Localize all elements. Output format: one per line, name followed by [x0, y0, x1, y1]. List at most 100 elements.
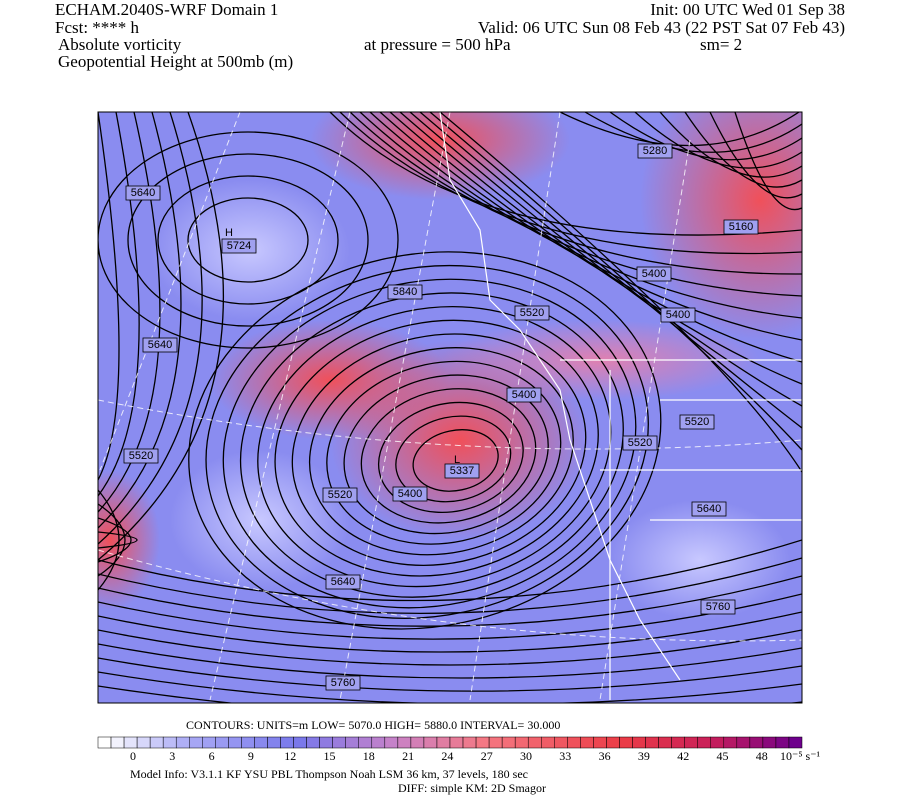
contour: [291, 333, 587, 567]
colorbar-swatch: [149, 736, 164, 749]
label-box: [325, 574, 361, 590]
contour: [98, 593, 802, 640]
colorbar-swatch: [436, 736, 451, 749]
colorbar-swatch: [215, 736, 229, 749]
colorbar-swatch: [228, 736, 242, 749]
colorbar-swatch: [449, 736, 464, 749]
forecast: Fcst: **** h: [55, 18, 140, 37]
contour: [98, 671, 802, 703]
label-box: [691, 501, 727, 517]
colorbar-swatch: [358, 736, 373, 749]
label-box: [444, 463, 480, 479]
model-info: Model Info: V3.1.1 KF YSU PBL Thompson N…: [130, 767, 528, 781]
colorbar-swatch: [541, 736, 555, 749]
contour: [308, 347, 574, 556]
contour: [98, 531, 138, 549]
colorbar-label: 48: [756, 749, 768, 763]
contour-label: 5640: [331, 576, 355, 588]
colorbar-swatch: [162, 736, 177, 749]
contour: [98, 112, 182, 529]
map-frame: [97, 111, 803, 704]
contour-label: 5400: [512, 389, 536, 401]
contour-label: 5520: [685, 416, 709, 428]
contour-label: 5640: [148, 339, 172, 351]
contour: [98, 517, 132, 563]
label-box: [506, 387, 542, 403]
colorbar-swatch: [645, 736, 659, 749]
colorbar-swatch: [397, 736, 412, 749]
contour: [326, 360, 562, 545]
colorbar-label: 24: [441, 749, 453, 763]
colorbar-swatch: [697, 736, 711, 749]
init: Init: 00 UTC Wed 01 Sep 38: [650, 0, 845, 19]
contour: [98, 575, 802, 627]
contour: [709, 112, 802, 199]
contour: [734, 112, 802, 211]
contour-label: 5760: [331, 677, 355, 689]
colorbar-swatch: [332, 736, 346, 749]
colorbar-label: 33: [559, 749, 571, 763]
colorbar-swatch: [788, 736, 803, 749]
colorbar: 0 3 6 9 12 15 18 21 24 27 30 33 36 39 42 45 48: [97, 736, 803, 763]
colorbar-swatch: [514, 736, 529, 749]
contour: [684, 112, 802, 188]
colorbar-swatch: [462, 736, 477, 749]
contour: [419, 112, 802, 429]
label-box: [392, 486, 428, 502]
colorbar-label: 39: [638, 749, 650, 763]
colorbar-swatch: [671, 736, 685, 749]
label-box: [142, 337, 178, 353]
contour: [257, 305, 612, 588]
colorbar-unit: 10⁻⁵ s⁻¹: [780, 749, 821, 763]
colorbar-swatch: [345, 736, 359, 749]
contour: [188, 251, 662, 630]
contour: [412, 429, 499, 492]
contour-label: H: [225, 227, 233, 239]
colorbar-label: 18: [363, 749, 375, 763]
pressure: at pressure = 500 hPa: [364, 35, 511, 54]
label-box: [325, 675, 361, 691]
contour: [98, 685, 802, 703]
contour-label: 5724: [227, 240, 251, 252]
contour-label: 5337: [450, 465, 474, 477]
contour: [98, 112, 203, 545]
colorbar-label: 9: [248, 749, 254, 763]
colorbar-label: 6: [209, 749, 215, 763]
colorbar-swatch: [554, 736, 568, 749]
colorbar-label: 36: [599, 749, 611, 763]
colorbar-swatch: [710, 736, 725, 749]
contour-label: 5160: [729, 221, 753, 233]
colorbar-swatch: [527, 736, 542, 749]
label-box: [700, 599, 736, 615]
colorbar-swatch: [175, 736, 190, 749]
colorbar-swatch: [423, 736, 438, 749]
contour: [98, 643, 802, 679]
valid: Valid: 06 UTC Sun 08 Feb 43 (22 PST Sat …: [478, 18, 845, 37]
contour: [360, 388, 537, 524]
title: ECHAM.2040S-WRF Domain 1: [55, 0, 278, 19]
contour: [659, 112, 802, 178]
colorbar-swatch: [110, 736, 125, 749]
colorbar-swatch: [762, 736, 777, 749]
colorbar-swatch: [619, 736, 633, 749]
contour-label: 5520: [628, 437, 652, 449]
colorbar-label: 27: [481, 749, 493, 763]
contour: [339, 112, 802, 255]
label-box: [221, 238, 257, 254]
colorbar-swatch: [475, 736, 490, 749]
contour: [98, 611, 802, 653]
colorbar-swatch: [580, 736, 594, 749]
colorbar-swatch: [593, 736, 607, 749]
colorbar-swatch: [410, 736, 425, 749]
colorbar-swatch: [567, 736, 581, 749]
colorbar-swatch: [97, 736, 112, 749]
contour: [409, 112, 802, 407]
contour-label: 5640: [131, 187, 155, 199]
contour: [395, 415, 512, 503]
colorbar-swatch: [749, 736, 764, 749]
contour: [127, 153, 369, 327]
contour: [98, 629, 802, 666]
contour: [98, 557, 802, 614]
